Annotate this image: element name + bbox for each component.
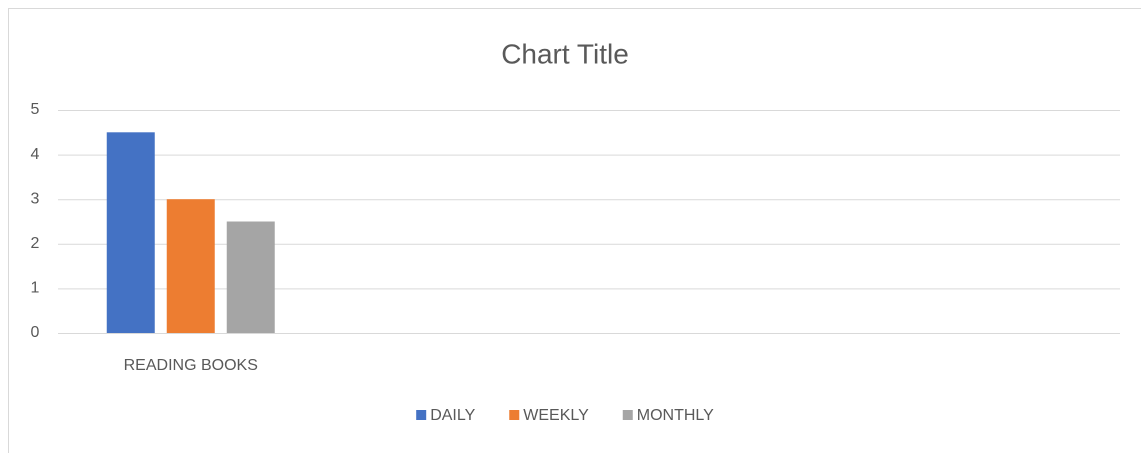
- legend-swatch: [509, 410, 520, 420]
- bar: [166, 199, 215, 333]
- legend-swatch: [416, 410, 427, 420]
- x-tick-label: READING BOOKS: [124, 357, 258, 374]
- legend-label: MONTHLY: [637, 407, 714, 424]
- bar: [106, 132, 155, 333]
- legend-label: WEEKLY: [523, 407, 589, 424]
- chart-title: Chart Title: [501, 38, 629, 69]
- legend-label: DAILY: [430, 407, 475, 424]
- y-tick-label: 1: [31, 280, 40, 297]
- y-tick-label: 4: [31, 146, 40, 163]
- bar: [226, 221, 275, 333]
- y-tick-label: 3: [31, 190, 40, 207]
- y-tick-label: 2: [31, 235, 40, 252]
- y-tick-label: 0: [31, 324, 40, 341]
- y-tick-label: 5: [31, 101, 40, 118]
- legend-swatch: [622, 410, 633, 420]
